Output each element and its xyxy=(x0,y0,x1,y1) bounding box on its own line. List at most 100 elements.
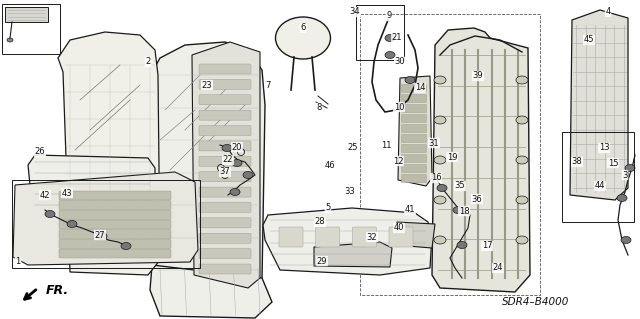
Ellipse shape xyxy=(617,195,627,202)
FancyBboxPatch shape xyxy=(401,135,426,143)
Polygon shape xyxy=(5,7,48,22)
Text: 5: 5 xyxy=(325,204,331,212)
FancyBboxPatch shape xyxy=(59,191,171,200)
Text: 38: 38 xyxy=(572,158,582,167)
Text: 16: 16 xyxy=(431,174,442,182)
Text: 26: 26 xyxy=(35,147,45,157)
Text: 18: 18 xyxy=(459,206,469,216)
Ellipse shape xyxy=(516,236,528,244)
Text: 37: 37 xyxy=(220,167,230,176)
FancyBboxPatch shape xyxy=(401,165,426,173)
FancyBboxPatch shape xyxy=(401,85,426,93)
Ellipse shape xyxy=(516,196,528,204)
FancyBboxPatch shape xyxy=(279,227,303,247)
Polygon shape xyxy=(13,172,198,265)
Ellipse shape xyxy=(625,165,635,172)
Text: 22: 22 xyxy=(223,155,233,165)
Text: SDR4–B4000: SDR4–B4000 xyxy=(502,297,570,307)
Text: 20: 20 xyxy=(232,143,243,152)
Text: 2: 2 xyxy=(145,57,150,66)
Text: 13: 13 xyxy=(598,144,609,152)
Bar xyxy=(2,4,60,54)
Text: 4: 4 xyxy=(605,8,611,17)
Text: 6: 6 xyxy=(300,24,306,33)
Ellipse shape xyxy=(7,38,13,42)
Polygon shape xyxy=(398,76,432,186)
FancyBboxPatch shape xyxy=(199,264,251,274)
Text: 46: 46 xyxy=(324,160,335,169)
Text: 21: 21 xyxy=(392,33,403,42)
Text: 39: 39 xyxy=(473,71,483,80)
Ellipse shape xyxy=(243,172,253,179)
Text: FR.: FR. xyxy=(46,284,69,297)
FancyBboxPatch shape xyxy=(401,124,426,132)
FancyBboxPatch shape xyxy=(401,174,426,182)
Ellipse shape xyxy=(437,184,447,191)
Text: 44: 44 xyxy=(595,182,605,190)
FancyBboxPatch shape xyxy=(59,201,171,210)
FancyBboxPatch shape xyxy=(199,172,251,182)
Ellipse shape xyxy=(230,189,240,196)
Text: 41: 41 xyxy=(404,205,415,214)
Ellipse shape xyxy=(516,76,528,84)
Text: 11: 11 xyxy=(381,140,391,150)
Ellipse shape xyxy=(385,34,395,41)
FancyBboxPatch shape xyxy=(316,227,340,247)
Ellipse shape xyxy=(434,116,446,124)
Ellipse shape xyxy=(45,211,55,218)
Text: 27: 27 xyxy=(95,231,106,240)
Text: 8: 8 xyxy=(316,103,322,113)
FancyBboxPatch shape xyxy=(389,227,413,247)
FancyBboxPatch shape xyxy=(199,64,251,74)
Text: 28: 28 xyxy=(315,218,325,226)
Ellipse shape xyxy=(434,76,446,84)
FancyBboxPatch shape xyxy=(199,249,251,259)
Bar xyxy=(356,5,404,60)
FancyBboxPatch shape xyxy=(401,115,426,122)
Bar xyxy=(12,180,200,268)
FancyBboxPatch shape xyxy=(199,218,251,228)
Text: 30: 30 xyxy=(395,57,405,66)
FancyBboxPatch shape xyxy=(401,105,426,113)
Text: 25: 25 xyxy=(348,144,358,152)
Text: 19: 19 xyxy=(447,152,457,161)
Ellipse shape xyxy=(405,77,415,84)
Polygon shape xyxy=(192,42,260,288)
Text: 7: 7 xyxy=(266,80,271,90)
FancyBboxPatch shape xyxy=(59,239,171,248)
Text: 34: 34 xyxy=(349,8,360,17)
Ellipse shape xyxy=(516,116,528,124)
Polygon shape xyxy=(150,265,272,318)
Text: 36: 36 xyxy=(472,195,483,204)
Text: 31: 31 xyxy=(429,138,439,147)
Polygon shape xyxy=(263,208,432,275)
FancyBboxPatch shape xyxy=(401,145,426,152)
Ellipse shape xyxy=(516,156,528,164)
FancyBboxPatch shape xyxy=(199,95,251,105)
Text: 23: 23 xyxy=(202,80,212,90)
Ellipse shape xyxy=(434,196,446,204)
Ellipse shape xyxy=(621,236,631,243)
Text: 35: 35 xyxy=(454,182,465,190)
Polygon shape xyxy=(28,155,155,212)
Text: 33: 33 xyxy=(344,188,355,197)
Ellipse shape xyxy=(385,51,395,58)
Ellipse shape xyxy=(457,241,467,249)
FancyBboxPatch shape xyxy=(401,94,426,102)
FancyBboxPatch shape xyxy=(59,249,171,258)
Polygon shape xyxy=(314,242,392,267)
Ellipse shape xyxy=(275,17,330,59)
Ellipse shape xyxy=(232,160,242,167)
FancyBboxPatch shape xyxy=(199,203,251,212)
FancyBboxPatch shape xyxy=(199,110,251,120)
Text: 42: 42 xyxy=(40,190,51,199)
Text: 3: 3 xyxy=(622,170,628,180)
Ellipse shape xyxy=(97,233,107,240)
Ellipse shape xyxy=(434,236,446,244)
Bar xyxy=(562,132,634,222)
Polygon shape xyxy=(432,28,530,292)
FancyBboxPatch shape xyxy=(199,79,251,89)
FancyBboxPatch shape xyxy=(59,220,171,229)
Ellipse shape xyxy=(121,242,131,249)
FancyBboxPatch shape xyxy=(199,156,251,166)
